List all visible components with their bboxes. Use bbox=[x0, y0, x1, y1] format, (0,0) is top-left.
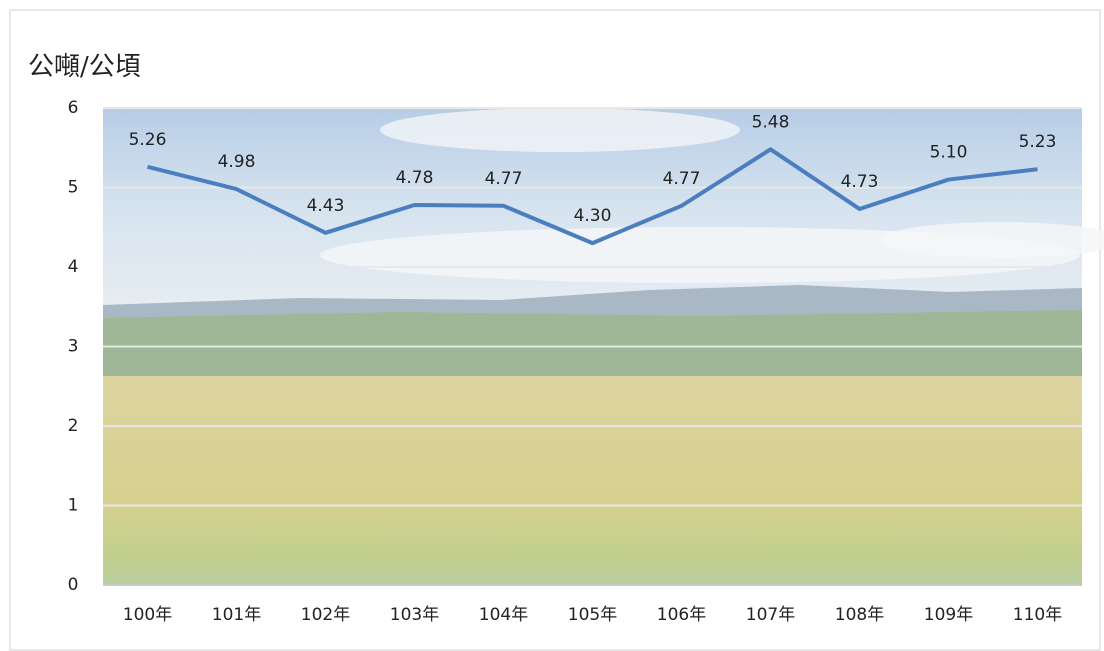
x-tick-label: 101年 bbox=[212, 605, 261, 625]
y-tick-label: 1 bbox=[68, 496, 79, 516]
x-tick-label: 104年 bbox=[479, 605, 528, 625]
data-label: 5.26 bbox=[129, 130, 167, 150]
data-label: 5.48 bbox=[752, 112, 790, 132]
data-label: 4.77 bbox=[663, 169, 701, 189]
x-tick-label: 100年 bbox=[123, 605, 172, 625]
data-label: 5.10 bbox=[930, 143, 968, 163]
data-label: 4.43 bbox=[307, 196, 345, 216]
x-tick-label: 107年 bbox=[746, 605, 795, 625]
x-tick-label: 110年 bbox=[1013, 605, 1062, 625]
data-label: 4.78 bbox=[396, 168, 434, 188]
x-tick-label: 106年 bbox=[657, 605, 706, 625]
data-label: 5.23 bbox=[1019, 132, 1057, 152]
data-label: 4.73 bbox=[841, 172, 879, 192]
series-line bbox=[147, 147, 1038, 246]
y-tick-label: 2 bbox=[68, 416, 79, 436]
y-tick-label: 4 bbox=[68, 257, 79, 277]
x-tick-label: 105年 bbox=[568, 605, 617, 625]
data-label: 4.30 bbox=[574, 206, 612, 226]
y-axis-unit: 公噸/公頃 bbox=[28, 52, 141, 82]
data-label: 4.77 bbox=[485, 169, 523, 189]
x-tick-label: 109年 bbox=[924, 605, 973, 625]
y-tick-label: 6 bbox=[68, 98, 79, 118]
y-tick-label: 3 bbox=[68, 337, 79, 357]
x-tick-label: 108年 bbox=[835, 605, 884, 625]
x-tick-label: 103年 bbox=[390, 605, 439, 625]
y-tick-label: 0 bbox=[68, 575, 79, 595]
data-label: 4.98 bbox=[218, 152, 256, 172]
y-tick-label: 5 bbox=[68, 178, 79, 198]
x-tick-label: 102年 bbox=[301, 605, 350, 625]
